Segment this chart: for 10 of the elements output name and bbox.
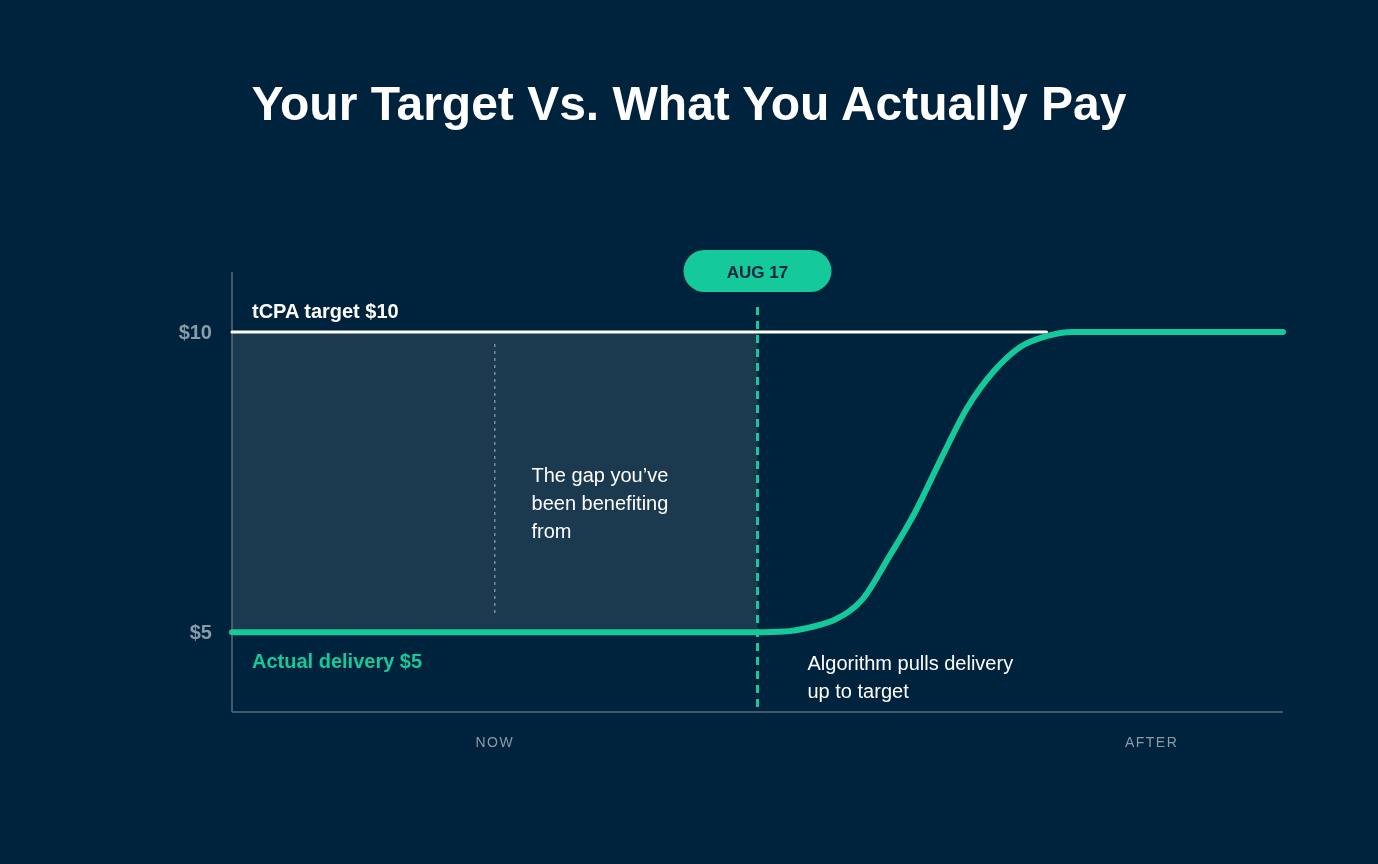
chart-title: Your Target Vs. What You Actually Pay: [251, 77, 1127, 130]
annotation: Algorithm pulls delivery up to target: [807, 652, 1014, 703]
x-tick-label: NOW: [475, 734, 515, 750]
y-tick-label: $10: [178, 321, 212, 344]
annotation: The gap you’ve been benefiting from: [531, 464, 669, 543]
y-tick-label: $5: [189, 621, 212, 644]
annotation: AUG 17: [726, 263, 789, 282]
x-tick-label: AFTER: [1124, 734, 1179, 750]
series-label: tCPA target $10: [252, 300, 399, 323]
series-label: Actual delivery $5: [252, 650, 423, 673]
